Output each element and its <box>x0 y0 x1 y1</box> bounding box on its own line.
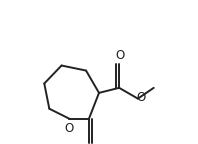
Text: O: O <box>115 49 125 62</box>
Text: O: O <box>65 122 74 135</box>
Text: O: O <box>137 91 146 104</box>
